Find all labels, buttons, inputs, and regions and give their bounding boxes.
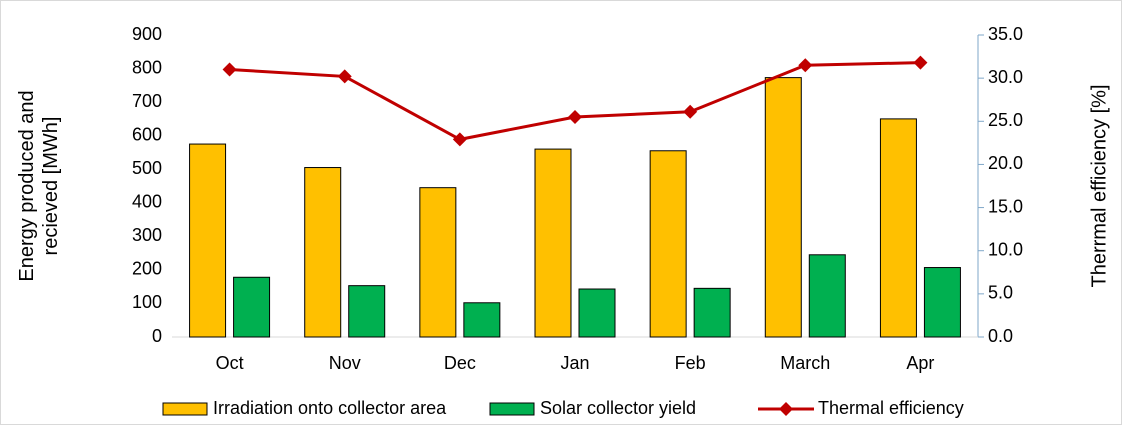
bar	[923, 267, 961, 338]
bar	[419, 187, 457, 338]
y-tick-label: 300	[132, 225, 162, 245]
bar	[233, 276, 271, 338]
y-axis-title-line: Energy produced and	[16, 90, 38, 281]
x-tick-label: Dec	[444, 353, 476, 373]
y-axis-title: Energy produced and recieved [MWh]	[16, 90, 62, 281]
x-tick-label: Apr	[906, 353, 934, 373]
bar	[534, 148, 572, 338]
y-tick-label: 200	[132, 259, 162, 279]
legend-label: Irradiation onto collector area	[213, 398, 447, 418]
bar	[578, 288, 616, 338]
legend-marker	[779, 402, 793, 416]
line-marker	[337, 69, 352, 84]
y-axis-title-line: recieved [MWh]	[40, 117, 62, 256]
y-tick-label: 800	[132, 57, 162, 77]
line-marker	[913, 55, 928, 70]
bar	[649, 150, 687, 338]
y-tick-label: 400	[132, 192, 162, 212]
bar	[693, 287, 731, 338]
x-tick-label: Jan	[560, 353, 589, 373]
y2-axis-title: Therrmal efficiency [%]	[1088, 84, 1110, 287]
y2-tick-label: 25.0	[988, 110, 1023, 130]
line-marker	[452, 132, 467, 147]
legend-label: Solar collector yield	[540, 398, 696, 418]
bar	[463, 302, 501, 338]
y-tick-label: 100	[132, 292, 162, 312]
y2-tick-label: 0.0	[988, 326, 1013, 346]
y-tick-label: 600	[132, 124, 162, 144]
bar	[304, 167, 342, 338]
x-tick-label: March	[780, 353, 830, 373]
y-tick-label: 700	[132, 91, 162, 111]
line-marker	[798, 58, 813, 73]
y-tick-label: 0	[152, 326, 162, 346]
line-marker	[683, 104, 698, 119]
x-tick-label: Oct	[216, 353, 244, 373]
y2-tick-label: 10.0	[988, 239, 1023, 259]
bar	[189, 143, 227, 338]
bar	[808, 254, 846, 338]
legend-label: Thermal efficiency	[818, 398, 964, 418]
legend-swatch	[489, 402, 535, 416]
x-tick-label: Nov	[329, 353, 361, 373]
x-tick-label: Feb	[675, 353, 706, 373]
bar	[879, 118, 917, 338]
line-marker	[568, 109, 582, 124]
y2-tick-label: 5.0	[988, 283, 1013, 303]
bar	[348, 285, 386, 338]
y2-tick-label: 15.0	[988, 196, 1023, 216]
y-tick-label: 900	[132, 24, 162, 44]
y2-tick-label: 30.0	[988, 67, 1023, 87]
y2-tick-label: 20.0	[988, 153, 1023, 173]
bar	[764, 77, 802, 338]
y-tick-label: 500	[132, 158, 162, 178]
legend-swatch	[162, 402, 208, 416]
line-marker	[222, 62, 237, 77]
y2-tick-label: 35.0	[988, 24, 1023, 44]
